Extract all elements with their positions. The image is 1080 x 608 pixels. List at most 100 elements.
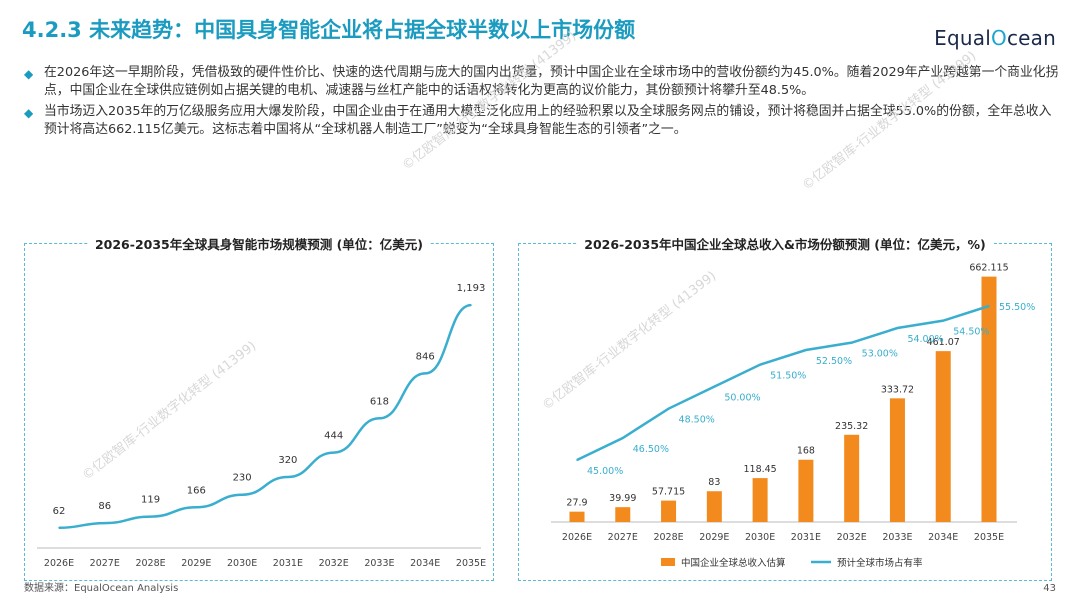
share-point — [805, 349, 807, 351]
china-revenue-chart-panel: 2026-2035年中国企业全球总收入&市场份额预测 (单位：亿美元，%) 27… — [518, 237, 1052, 581]
legend-bar-swatch — [661, 558, 675, 566]
bar-value-label: 461.07 — [927, 337, 960, 348]
x-tick-label: 2026E — [44, 558, 74, 569]
global-market-chart-panel: 2026-2035年全球具身智能市场规模预测 (单位：亿美元) 62 2026E 8… — [24, 237, 494, 581]
x-tick-label: 2027E — [608, 532, 638, 543]
share-point — [850, 341, 853, 344]
data-label: 444 — [324, 431, 343, 442]
x-tick-label: 2033E — [882, 532, 912, 543]
x-tick-label: 2034E — [410, 558, 440, 569]
share-point — [576, 459, 578, 461]
legend-line-label: 预计全球市场占有率 — [837, 557, 923, 569]
logo-text-o: O — [991, 26, 1007, 50]
data-point — [103, 522, 106, 524]
bar-value-label: 333.72 — [881, 384, 914, 395]
revenue-bar — [889, 398, 905, 522]
data-label: 62 — [53, 506, 66, 517]
data-point — [241, 493, 243, 496]
share-label: 45.00% — [587, 466, 623, 477]
logo-text-part2: cean — [1006, 26, 1056, 50]
share-point — [988, 305, 990, 307]
share-point — [713, 385, 716, 388]
x-tick-label: 2029E — [699, 532, 729, 543]
x-tick-label: 2028E — [653, 532, 683, 543]
bar-value-label: 662.115 — [969, 263, 1008, 274]
data-point — [470, 304, 472, 306]
bar-value-label: 235.32 — [835, 421, 868, 432]
diamond-bullet-icon: ◆ — [24, 106, 34, 120]
revenue-bar — [569, 511, 585, 522]
x-tick-label: 2035E — [456, 558, 486, 569]
share-point — [667, 407, 670, 410]
bullet-item: ◆ 当市场迈入2035年的万亿级服务应用大爆发阶段，中国企业由于在通用大模型泛化… — [24, 103, 1060, 138]
data-point — [332, 451, 335, 454]
share-label: 52.50% — [816, 356, 852, 367]
share-label: 46.50% — [633, 444, 669, 455]
share-label: 54.00% — [907, 334, 943, 345]
chart-title: 2026-2035年全球具身智能市场规模预测 (单位：亿美元) — [25, 234, 493, 253]
data-label: 119 — [141, 495, 160, 506]
diamond-bullet-icon: ◆ — [24, 67, 34, 81]
chart-title-text: 2026-2035年中国企业全球总收入&市场份额预测 (单位：亿美元，%) — [578, 237, 992, 252]
data-label: 618 — [370, 396, 389, 407]
x-tick-label: 2030E — [227, 558, 257, 569]
bar-value-label: 83 — [708, 477, 720, 488]
revenue-bar — [798, 459, 814, 522]
bar-value-label: 118.45 — [743, 464, 776, 475]
data-label: 86 — [98, 501, 111, 512]
x-tick-label: 2030E — [745, 532, 775, 543]
data-point — [58, 526, 60, 529]
revenue-bar — [752, 478, 768, 522]
share-label: 55.50% — [999, 302, 1035, 313]
revenue-bar — [706, 491, 722, 522]
data-label: 846 — [416, 351, 435, 362]
data-point — [149, 515, 152, 518]
data-point — [287, 476, 289, 478]
share-point — [896, 327, 899, 329]
data-label: 320 — [278, 455, 297, 466]
bullet-list: ◆ 在2026年这一早期阶段，凭借极致的硬件性价比、快速的迭代周期与庞大的国内出… — [24, 64, 1060, 142]
data-label: 1,193 — [457, 283, 486, 294]
share-label: 53.00% — [862, 349, 898, 360]
x-tick-label: 2028E — [135, 558, 165, 569]
share-point — [621, 437, 624, 439]
bar-value-label: 168 — [797, 446, 815, 457]
bar-value-label: 27.9 — [566, 498, 587, 509]
share-point — [942, 319, 945, 322]
x-tick-label: 2033E — [364, 558, 394, 569]
x-tick-label: 2031E — [273, 558, 303, 569]
x-tick-label: 2031E — [791, 532, 821, 543]
bullet-item: ◆ 在2026年这一早期阶段，凭借极致的硬件性价比、快速的迭代周期与庞大的国内出… — [24, 64, 1060, 99]
page-title: 4.2.3 未来趋势：中国具身智能企业将占据全球半数以上市场份额 — [22, 18, 636, 42]
bar-value-label: 39.99 — [609, 493, 636, 504]
legend-bar-label: 中国企业全球总收入估算 — [681, 557, 786, 569]
x-tick-label: 2027E — [90, 558, 120, 569]
chart-title-text: 2026-2035年全球具身智能市场规模预测 (单位：亿美元) — [88, 237, 430, 252]
revenue-bar — [661, 500, 677, 522]
bullet-text: 在2026年这一早期阶段，凭借极致的硬件性价比、快速的迭代周期与庞大的国内出货量… — [44, 65, 1059, 98]
data-point — [378, 417, 381, 420]
x-tick-label: 2029E — [181, 558, 211, 569]
share-label: 51.50% — [770, 371, 806, 382]
market-share-line — [576, 304, 990, 462]
data-point — [424, 372, 427, 375]
china-revenue-combo-chart: 27.9 2026E 39.99 2027E 57.715 2028E 83 2029E 118… — [551, 263, 1035, 569]
data-label: 166 — [187, 485, 206, 496]
share-label: 48.50% — [679, 415, 715, 426]
x-tick-label: 2032E — [319, 558, 349, 569]
logo-text-part1: Equal — [934, 26, 991, 50]
share-label: 54.50% — [953, 327, 989, 338]
share-point — [759, 363, 761, 366]
global-market-line-chart: 62 2026E 86 2027E 119 2028E 166 2029E 230 2030E 32… — [37, 283, 486, 569]
equalocean-logo: EqualOcean — [934, 26, 1056, 50]
x-tick-label: 2035E — [974, 532, 1004, 543]
x-tick-label: 2026E — [562, 532, 592, 543]
share-label: 50.00% — [724, 393, 760, 404]
market-size-line — [58, 303, 472, 530]
data-source: 数据来源：EqualOcean Analysis — [24, 583, 179, 594]
chart-title: 2026-2035年中国企业全球总收入&市场份额预测 (单位：亿美元，%) — [519, 234, 1051, 253]
page-number: 43 — [1043, 583, 1056, 594]
revenue-bar — [981, 276, 997, 522]
revenue-bar — [844, 434, 860, 522]
revenue-bar — [935, 351, 951, 522]
